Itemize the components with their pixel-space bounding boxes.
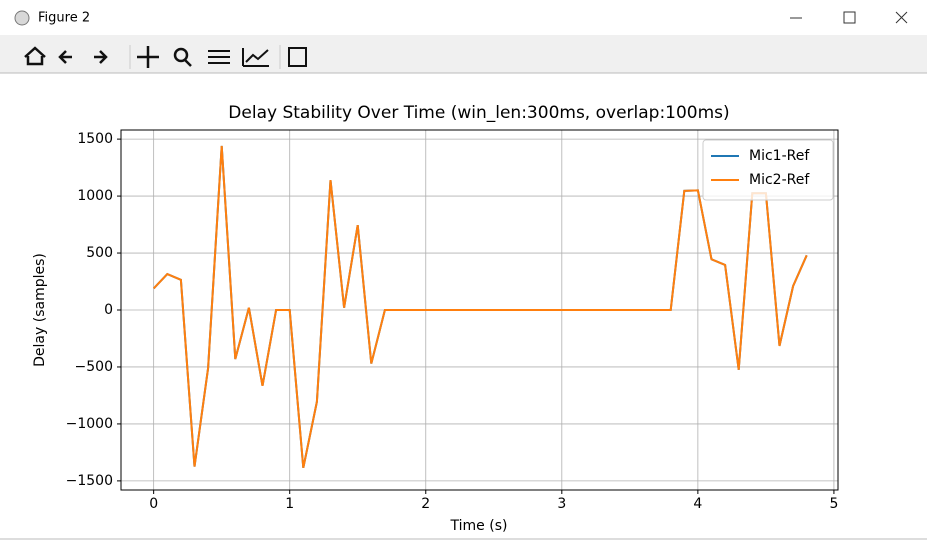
x-tick-label: 2 <box>421 496 430 512</box>
y-axis-label: Delay (samples) <box>32 253 48 367</box>
forward-button[interactable] <box>94 50 108 64</box>
legend-label: Mic1-Ref <box>749 148 810 164</box>
x-tick-label: 3 <box>557 496 566 512</box>
x-tick-label: 0 <box>149 496 158 512</box>
series-line <box>152 145 808 469</box>
pan-button[interactable] <box>137 46 159 68</box>
close-button[interactable] <box>895 11 908 24</box>
legend-label: Mic2-Ref <box>749 172 810 188</box>
x-tick-label: 5 <box>829 496 838 512</box>
chart-title: Delay Stability Over Time (win_len:300ms… <box>228 103 729 123</box>
home-button[interactable] <box>24 46 46 66</box>
x-tick-label: 1 <box>285 496 294 512</box>
window-title: Figure 2 <box>38 11 90 26</box>
edit-axis-button[interactable] <box>242 48 269 67</box>
x-axis-label: Time (s) <box>450 518 508 534</box>
app-icon <box>14 10 30 26</box>
x-tick-label: 4 <box>693 496 702 512</box>
y-tick-label: 0 <box>104 302 113 318</box>
y-tick-label: 1500 <box>77 131 113 147</box>
axes-frame <box>120 129 839 491</box>
toolbar <box>0 35 927 73</box>
save-button[interactable] <box>288 47 307 67</box>
y-tick-label: −1000 <box>66 416 113 432</box>
y-tick-label: −1500 <box>66 473 113 489</box>
configure-button[interactable] <box>208 50 230 64</box>
y-tick-label: −500 <box>75 359 113 375</box>
y-tick-label: 500 <box>86 245 113 261</box>
back-button[interactable] <box>58 50 72 64</box>
zoom-button[interactable] <box>173 47 192 67</box>
maximize-button[interactable] <box>843 11 856 24</box>
title-bar <box>0 0 927 35</box>
y-tick-label: 1000 <box>77 188 113 204</box>
